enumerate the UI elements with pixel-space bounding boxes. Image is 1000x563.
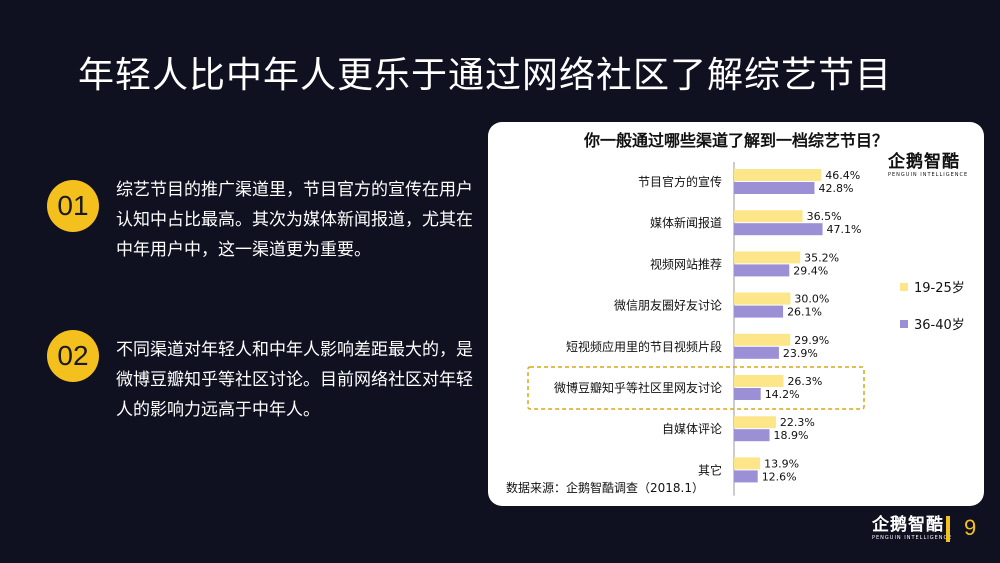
data-label: 29.4% [793,264,828,277]
highlight-box [527,366,865,410]
footer-logo-name: 企鹅智酷 [872,515,944,535]
data-label: 42.8% [818,182,853,195]
data-label: 23.9% [783,347,818,360]
data-label: 14.2% [765,388,800,401]
category-label: 媒体新闻报道 [650,215,722,230]
bar-chart: 节目官方的宣传 46.4%42.8% 媒体新闻报道 36.5%47.1% 视频网站推荐 3… [527,162,965,496]
bar [734,457,761,470]
data-label: 22.3% [780,416,815,429]
category-label: 微信朋友圈好友讨论 [614,299,722,313]
bar [734,292,791,305]
bar [734,182,815,194]
chart-panel: 你一般通过哪些渠道了解到一档综艺节目？ 企鹅智酷 PENGUIN INTELLI… [488,122,984,506]
category-label: 自媒体评论 [662,422,722,436]
point-1-text: 综艺节目的推广渠道里，节目官方的宣传在用户认知中占比最高。其次为媒体新闻报道，尤… [116,180,473,260]
category-label: 微博豆瓣知乎等社区里网友讨论 [554,380,722,395]
bar [734,375,784,387]
category-label: 其它 [698,462,722,477]
footer-logo: 企鹅智酷 PENGUIN INTELLIGENCE [872,515,952,542]
data-label: 12.6% [762,470,797,483]
bar [734,223,823,236]
chart-source: 数据来源：企鹅智酷调查（2018.1） [506,481,704,495]
data-label: 47.1% [827,223,862,236]
data-label: 36.5% [807,210,842,223]
footer-separator [946,516,950,542]
bar [734,388,761,400]
bar [734,169,822,181]
legend-swatch [900,283,908,291]
data-label: 30.0% [794,293,829,306]
chart-title: 你一般通过哪些渠道了解到一档综艺节目？ [583,131,888,150]
bar [734,429,770,442]
footer-logo-tagline: PENGUIN INTELLIGENCE [872,535,953,541]
data-label: 35.2% [804,251,839,264]
chart-logo: 企鹅智酷 PENGUIN INTELLIGENCE [888,152,968,179]
point-2-number-badge: 02 [47,330,99,382]
chart-logo-name: 企鹅智酷 [888,152,960,172]
data-label: 26.1% [787,306,822,319]
legend-swatch [900,320,908,328]
category-label: 节目官方的宣传 [638,174,722,189]
bar [734,264,790,277]
data-label: 46.4% [825,169,860,182]
bar [734,210,803,223]
data-label: 29.9% [794,334,829,347]
point-1-number-badge: 01 [47,180,99,232]
legend-label: 19-25岁 [914,281,965,296]
legend-label: 36-40岁 [914,318,965,333]
bar [734,470,758,483]
data-label: 26.3% [787,375,822,388]
category-label: 短视频应用里的节目视频片段 [566,339,722,354]
point-2-text: 不同渠道对年轻人和中年人影响差距最大的，是微博豆瓣知乎等社区讨论。目前网络社区对… [116,340,473,420]
bar [734,333,791,346]
chart-logo-tagline: PENGUIN INTELLIGENCE [888,172,969,178]
data-label: 18.9% [774,429,809,442]
data-label: 13.9% [764,457,799,470]
bar [734,346,779,359]
bar [734,251,801,264]
bar [734,416,776,429]
bar [734,305,784,318]
slide-title: 年轻人比中年人更乐于通过网络社区了解综艺节目 [78,55,893,96]
category-label: 视频网站推荐 [650,256,722,271]
page-number: 9 [964,515,977,540]
